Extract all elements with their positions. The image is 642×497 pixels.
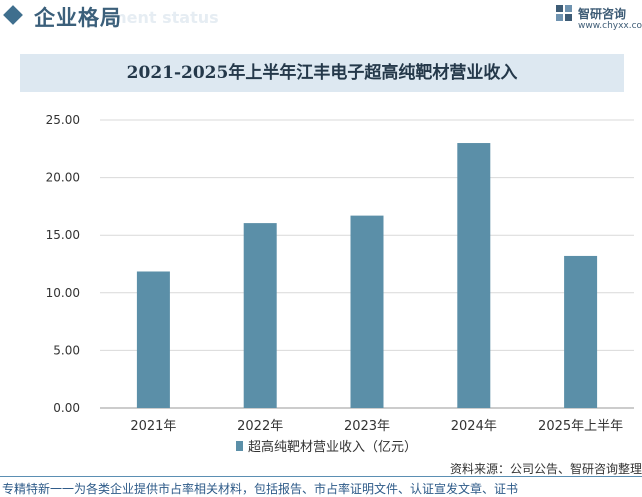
bar: [457, 143, 491, 409]
bar: [564, 255, 598, 408]
x-tick-label: 2023年: [344, 419, 390, 434]
footer-divider: [0, 476, 642, 477]
y-tick-label: 25.00: [46, 113, 80, 127]
bar: [350, 215, 384, 408]
footer-tagline: 专精特新一一为各类企业提供市占率相关材料，包括报告、市占率证明文件、认证宣发文章…: [2, 482, 519, 496]
bar: [243, 223, 277, 408]
bars: [136, 143, 598, 409]
y-tick-label: 10.00: [46, 286, 80, 300]
legend: 超高纯靶材营业收入（亿元）: [236, 439, 417, 455]
chart-title: 2021-2025年上半年江丰电子超高纯靶材营业收入: [126, 63, 518, 83]
header-subtitle: ment status: [110, 8, 219, 27]
x-tick-label: 2024年: [451, 419, 497, 434]
y-tick-label: 15.00: [46, 228, 80, 242]
y-tick-label: 0.00: [53, 401, 80, 415]
footer-bar: 专精特新一一为各类企业提供市占率相关材料，包括报告、市占率证明文件、认证宣发文章…: [0, 477, 642, 496]
legend-swatch: [236, 441, 243, 451]
y-axis-ticks: 0.00 5.00 10.00 15.00 20.00 25.00: [46, 113, 80, 415]
x-tick-label: 2021年: [130, 419, 176, 434]
source-note: 资料来源：公司公告、智研咨询整理: [449, 462, 642, 476]
legend-label: 超高纯靶材营业收入（亿元）: [248, 439, 417, 455]
brand-logo-icon: [556, 5, 572, 21]
chart-title-bar: 2021-2025年上半年江丰电子超高纯靶材营业收入: [20, 54, 624, 92]
y-tick-label: 5.00: [53, 343, 80, 357]
x-tick-label: 2025年上半年: [538, 419, 623, 434]
bar: [136, 271, 170, 408]
page-header: ment status 企业格局: [0, 0, 642, 36]
header-title: 企业格局: [34, 6, 122, 30]
brand-logo: 智研咨询 www.chyxx.com: [556, 3, 642, 35]
x-axis-ticks: 2021年 2022年 2023年 2024年 2025年上半年: [130, 419, 623, 434]
x-tick-label: 2022年: [237, 419, 283, 434]
brand-name: 智研咨询: [578, 7, 627, 21]
brand-url: www.chyxx.com: [578, 21, 642, 31]
y-tick-label: 20.00: [46, 171, 80, 185]
